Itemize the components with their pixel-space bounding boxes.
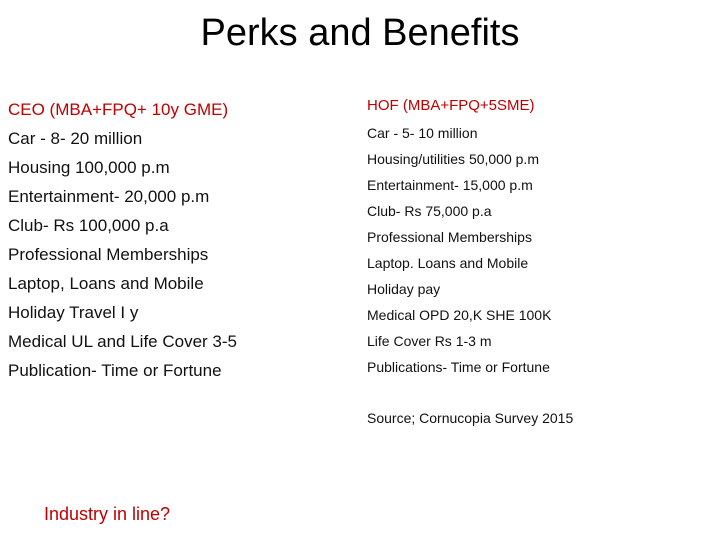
source-note: Source; Cornucopia Survey 2015	[367, 410, 574, 426]
slide-title: Perks and Benefits	[200, 12, 520, 54]
list-item: Entertainment- 15,000 p.m	[367, 177, 533, 193]
ceo-benefits-column: CEO (MBA+FPQ+ 10y GME) Car - 8- 20 milli…	[8, 95, 338, 385]
list-item: Professional Memberships	[8, 245, 209, 264]
hof-column-heading: HOF (MBA+FPQ+5SME)	[367, 97, 535, 114]
list-item: Car - 5- 10 million	[367, 125, 478, 141]
list-item: Entertainment- 20,000 p.m	[8, 187, 210, 206]
list-item: Medical OPD 20,K SHE 100K	[367, 307, 552, 323]
list-item: Medical UL and Life Cover 3-5	[8, 332, 237, 351]
list-item: Life Cover Rs 1-3 m	[367, 333, 492, 349]
list-item: Holiday Travel I y	[8, 303, 139, 322]
list-item: Club- Rs 75,000 p.a	[367, 203, 492, 219]
list-item: Club- Rs 100,000 p.a	[8, 216, 169, 235]
closing-question: Industry in line?	[44, 504, 171, 524]
list-item: Publications- Time or Fortune	[367, 359, 550, 375]
list-item: Housing/utilities 50,000 p.m	[367, 151, 539, 167]
list-item: Laptop. Loans and Mobile	[367, 255, 529, 271]
hof-benefits-column: HOF (MBA+FPQ+5SME) Car - 5- 10 million H…	[367, 92, 712, 380]
list-item: Housing 100,000 p.m	[8, 158, 170, 177]
list-item: Car - 8- 20 million	[8, 129, 143, 148]
list-item: Publication- Time or Fortune	[8, 361, 222, 380]
ceo-column-heading: CEO (MBA+FPQ+ 10y GME)	[8, 100, 229, 119]
list-item: Holiday pay	[367, 281, 441, 297]
list-item: Laptop, Loans and Mobile	[8, 274, 204, 293]
list-item: Professional Memberships	[367, 229, 532, 245]
